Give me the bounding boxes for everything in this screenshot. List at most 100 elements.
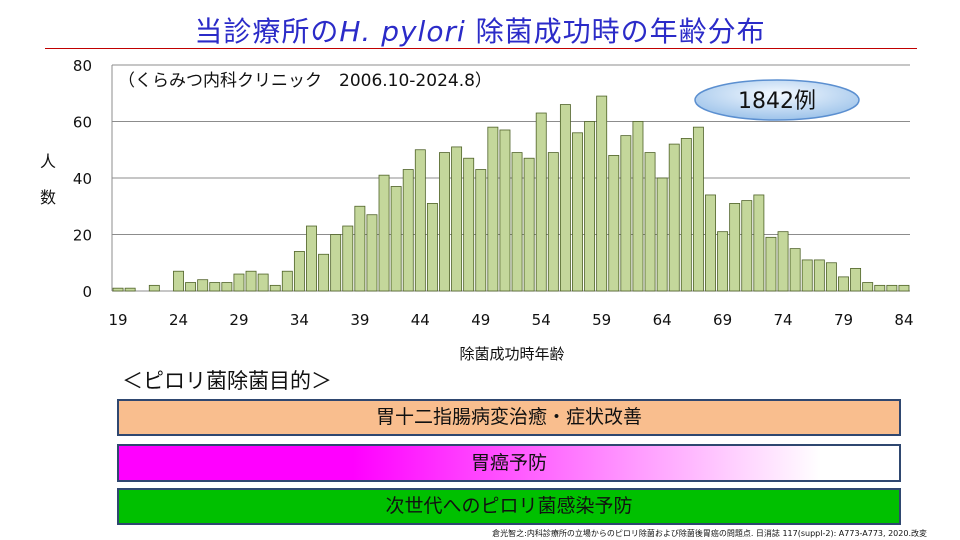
bar-age-72 (753, 194, 765, 292)
bar-age-27 (209, 282, 221, 292)
bar-age-76 (801, 259, 813, 292)
bar-age-68 (705, 194, 716, 292)
bar-age-83 (886, 284, 898, 292)
bar-age-74 (777, 231, 789, 292)
bar-age-69 (717, 231, 729, 292)
bar-age-39 (354, 205, 366, 292)
bar-age-50 (487, 126, 499, 292)
y-axis-label-char-1: 人 (40, 152, 56, 171)
bar-age-73 (765, 236, 777, 292)
bar-age-20 (124, 287, 136, 292)
bar-age-40 (366, 214, 378, 292)
bar-age-70 (729, 203, 741, 292)
x-tick-label: 19 (108, 311, 127, 329)
bar-age-77 (813, 259, 825, 292)
bar-age-33 (281, 270, 293, 292)
bar-age-79 (838, 276, 849, 292)
chart-subtitle: （くらみつ内科クリニック 2006.10-2024.8） (118, 71, 492, 91)
bar-age-26 (197, 279, 209, 292)
bar-age-42 (390, 186, 402, 292)
band-next-generation-prevention: 次世代へのピロリ菌感染予防 (117, 488, 901, 525)
bar-age-41 (378, 174, 390, 292)
bar-age-61 (620, 135, 632, 292)
bar-age-49 (475, 169, 487, 292)
slide-title: 当診療所のH. pylori 除菌成功時の年齢分布 (194, 15, 766, 48)
bar-age-51 (499, 129, 511, 292)
bar-age-38 (342, 225, 354, 292)
x-tick-label: 69 (713, 311, 732, 329)
bar-age-82 (874, 284, 886, 292)
bar-age-71 (741, 200, 753, 292)
bar-age-62 (632, 121, 644, 292)
x-tick-label: 24 (169, 311, 188, 329)
section-heading: ＜ピロリ菌除菌目的＞ (122, 369, 332, 393)
y-axis-label-char-2: 数 (40, 188, 56, 207)
bar-age-54 (535, 112, 547, 292)
x-tick-label: 64 (653, 311, 672, 329)
y-tick-label: 0 (82, 283, 92, 301)
x-tick-label: 74 (773, 311, 792, 329)
band-gastric-cancer-prevention-label: 胃癌予防 (470, 452, 547, 474)
bar-age-24 (173, 270, 184, 292)
y-tick-label: 20 (73, 227, 92, 245)
bar-age-44 (414, 149, 426, 292)
bar-age-28 (221, 282, 233, 292)
bar-age-60 (608, 154, 620, 292)
x-tick-label: 44 (411, 311, 430, 329)
x-axis-label: 除菌成功時年齢 (459, 345, 564, 363)
bar-age-25 (185, 282, 197, 292)
case-count-label: 1842例 (738, 89, 816, 114)
bar-age-32 (269, 284, 281, 292)
bar-age-67 (692, 126, 704, 292)
bar-age-34 (293, 251, 305, 292)
bar-age-19 (112, 287, 124, 292)
band-ulcer-healing-label: 胃十二指腸病変治癒・症状改善 (375, 406, 642, 428)
bar-age-57 (572, 132, 583, 292)
x-tick-label: 49 (471, 311, 490, 329)
chart-gridlines (111, 64, 910, 292)
title-divider (45, 48, 917, 49)
bar-age-66 (680, 138, 692, 292)
bar-age-53 (523, 157, 535, 292)
x-tick-label: 54 (532, 311, 551, 329)
band-ulcer-healing: 胃十二指腸病変治癒・症状改善 (117, 399, 901, 436)
bar-age-31 (257, 273, 269, 292)
bar-age-48 (463, 157, 475, 292)
bar-age-46 (439, 152, 450, 292)
y-tick-label: 80 (73, 57, 92, 75)
bar-age-37 (330, 234, 342, 292)
y-tick-label: 60 (73, 114, 92, 132)
bar-age-59 (596, 95, 608, 292)
bar-age-30 (245, 270, 257, 292)
bar-age-55 (547, 152, 559, 292)
bar-age-45 (426, 203, 438, 292)
bar-age-64 (656, 177, 668, 292)
bar-age-58 (584, 121, 596, 292)
bar-age-56 (559, 104, 571, 292)
bar-age-78 (825, 262, 837, 292)
bar-age-29 (233, 273, 245, 292)
age-histogram-chart: 0 20 40 60 80 19 24 29 34 39 44 49 54 59 64 69 74 79 84 （く… (40, 57, 914, 363)
bar-age-35 (306, 225, 317, 292)
bar-age-80 (850, 267, 862, 292)
x-tick-label: 79 (834, 311, 853, 329)
band-gastric-cancer-prevention: 胃癌予防 (117, 444, 901, 482)
x-tick-label: 29 (229, 311, 248, 329)
x-tick-label: 34 (290, 311, 309, 329)
bar-age-75 (789, 248, 801, 292)
bar-age-63 (644, 152, 656, 292)
case-count-badge: 1842例 (694, 79, 860, 121)
chart-tick-labels: 0 20 40 60 80 19 24 29 34 39 44 49 54 59 64 69 74 79 84 (73, 57, 914, 329)
x-tick-label: 59 (592, 311, 611, 329)
bar-age-84 (898, 284, 910, 292)
bar-age-52 (511, 152, 523, 292)
y-tick-label: 40 (73, 170, 92, 188)
bar-age-65 (668, 143, 680, 292)
chart-bars (112, 95, 910, 292)
bar-age-81 (862, 282, 874, 292)
x-tick-label: 84 (894, 311, 913, 329)
citation: 倉光智之:内科診療所の立場からのピロリ除菌および除菌後胃癌の問題点. 日消誌 1… (492, 529, 927, 538)
x-tick-label: 39 (350, 311, 369, 329)
bar-age-22 (148, 284, 160, 292)
band-next-generation-prevention-label: 次世代へのピロリ菌感染予防 (385, 495, 633, 517)
